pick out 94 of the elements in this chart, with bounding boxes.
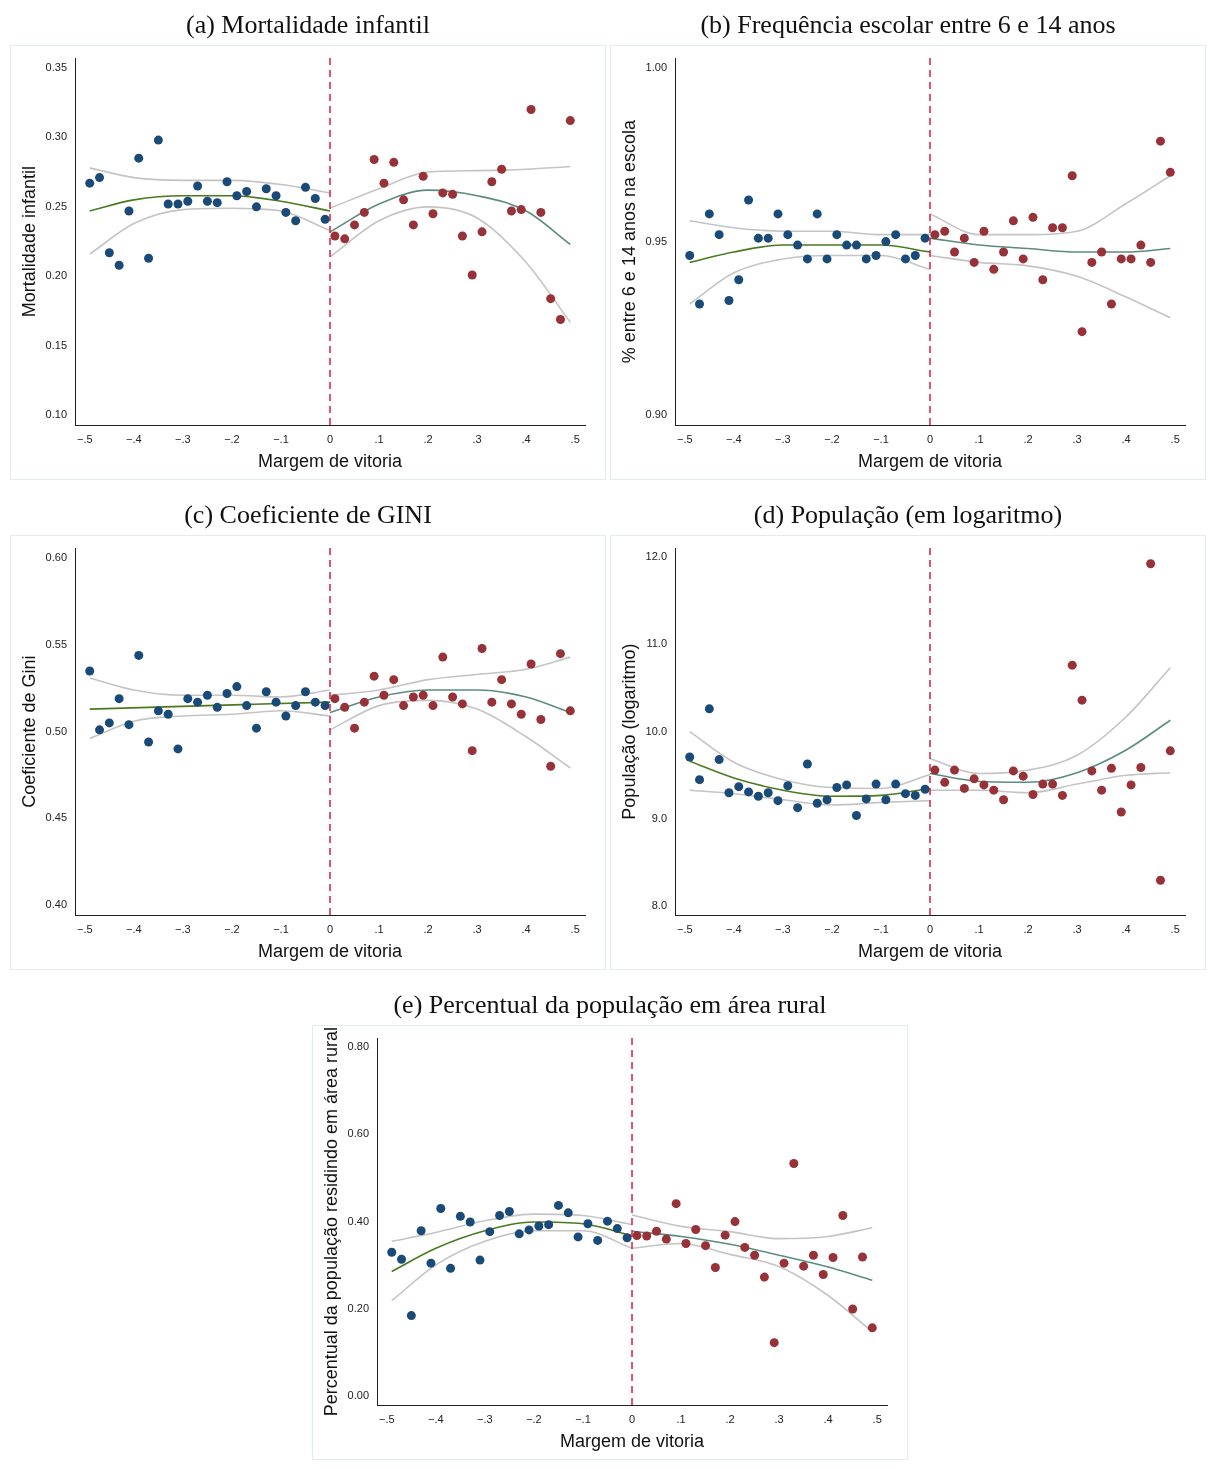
x-tick-label: .1 xyxy=(974,432,984,445)
x-tick-label: .3 xyxy=(1072,432,1082,445)
x-tick-label: .4 xyxy=(823,1412,833,1425)
y-axis-title: Coeficiente de Gini xyxy=(18,655,39,808)
y-tick-label: 0.90 xyxy=(645,407,668,420)
chart-title: (b) Frequência escolar entre 6 e 14 anos xyxy=(699,9,1117,41)
y-tick-label: 0.95 xyxy=(645,234,668,247)
x-tick-label: 0 xyxy=(926,432,934,445)
y-tick-label: 0.50 xyxy=(45,724,68,737)
x-tick-label: −.1 xyxy=(873,922,889,935)
x-tick-label: −.2 xyxy=(824,432,840,445)
x-tick-label: −.5 xyxy=(77,432,93,445)
y-tick-label: 0.60 xyxy=(45,551,68,564)
x-tick-label: .3 xyxy=(1072,922,1082,935)
chart-title: (c) Coeficiente de GINI xyxy=(183,499,433,531)
y-tick-label: 0.00 xyxy=(347,1389,370,1402)
x-tick-label: −.1 xyxy=(273,922,289,935)
x-tick-label: .4 xyxy=(1121,432,1131,445)
x-tick-label: −.4 xyxy=(126,922,142,935)
x-tick-label: 0 xyxy=(628,1412,636,1425)
x-axis-title: Margem de vitoria xyxy=(559,1431,706,1452)
y-tick-label: 0.25 xyxy=(45,199,68,212)
x-tick-label: −.5 xyxy=(677,432,693,445)
x-tick-label: −.3 xyxy=(175,922,191,935)
x-axis-title: Margem de vitoria xyxy=(257,451,404,472)
x-tick-label: −.1 xyxy=(873,432,889,445)
x-tick-label: .4 xyxy=(1121,922,1131,935)
x-tick-label: .5 xyxy=(1170,432,1180,445)
x-tick-label: −.2 xyxy=(526,1412,542,1425)
x-tick-label: .2 xyxy=(423,432,433,445)
x-tick-label: −.3 xyxy=(775,922,791,935)
x-tick-label: 0 xyxy=(926,922,934,935)
x-tick-label: .2 xyxy=(725,1412,735,1425)
x-tick-label: −.2 xyxy=(224,432,240,445)
y-axis-title: Mortalidade infantil xyxy=(18,166,39,318)
y-tick-label: 12.0 xyxy=(645,549,668,562)
y-tick-label: 9.0 xyxy=(651,812,668,825)
x-tick-label: .1 xyxy=(974,922,984,935)
x-tick-label: 0 xyxy=(326,922,334,935)
y-tick-label: 0.20 xyxy=(347,1302,370,1315)
x-axis-title: Margem de vitoria xyxy=(857,451,1004,472)
y-axis-title: % entre 6 e 14 anos na escola xyxy=(618,119,639,364)
y-tick-label: 0.55 xyxy=(45,638,68,651)
x-tick-label: −.5 xyxy=(379,1412,395,1425)
x-tick-label: .1 xyxy=(676,1412,686,1425)
chart-title: (a) Mortalidade infantil xyxy=(185,9,431,41)
x-tick-label: −.2 xyxy=(824,922,840,935)
x-tick-label: −.4 xyxy=(726,432,742,445)
x-tick-label: −.3 xyxy=(477,1412,493,1425)
x-axis-title: Margem de vitoria xyxy=(257,941,404,962)
x-tick-label: −.5 xyxy=(677,922,693,935)
x-tick-label: −.1 xyxy=(575,1412,591,1425)
chart-title: (e) Percentual da população em área rural xyxy=(392,989,828,1021)
y-tick-label: 0.35 xyxy=(45,60,68,73)
y-tick-label: 0.10 xyxy=(45,408,68,421)
y-axis-title: Percentual da população residindo em área rural xyxy=(320,1026,341,1417)
y-tick-label: 11.0 xyxy=(646,637,668,650)
y-tick-label: 10.0 xyxy=(645,724,668,737)
x-tick-label: −.4 xyxy=(428,1412,444,1425)
x-tick-label: .3 xyxy=(472,432,482,445)
y-tick-label: 8.0 xyxy=(651,899,668,912)
x-tick-label: .4 xyxy=(521,922,531,935)
x-tick-label: −.5 xyxy=(77,922,93,935)
x-axis-title: Margem de vitoria xyxy=(857,941,1004,962)
x-tick-label: .2 xyxy=(423,922,433,935)
y-tick-label: 0.40 xyxy=(45,897,68,910)
x-tick-label: −.3 xyxy=(175,432,191,445)
x-tick-label: .3 xyxy=(774,1412,784,1425)
x-tick-label: .5 xyxy=(1170,922,1180,935)
chart-title: (d) População (em logaritmo) xyxy=(752,499,1064,531)
y-tick-label: 0.30 xyxy=(45,130,68,143)
y-tick-label: 0.20 xyxy=(45,269,68,282)
y-tick-label: 0.80 xyxy=(347,1039,370,1052)
x-tick-label: −.4 xyxy=(126,432,142,445)
x-tick-label: −.2 xyxy=(224,922,240,935)
x-tick-label: .2 xyxy=(1023,432,1033,445)
y-tick-label: 0.60 xyxy=(347,1127,370,1140)
x-tick-label: .5 xyxy=(872,1412,882,1425)
x-tick-label: −.4 xyxy=(726,922,742,935)
x-tick-label: .3 xyxy=(472,922,482,935)
x-tick-label: .5 xyxy=(570,432,580,445)
x-tick-label: .5 xyxy=(570,922,580,935)
y-axis-title: População (logaritmo) xyxy=(618,643,639,820)
x-tick-label: 0 xyxy=(326,432,334,445)
x-tick-label: .1 xyxy=(374,922,384,935)
y-tick-label: 1.00 xyxy=(645,61,668,74)
x-tick-label: −.1 xyxy=(273,432,289,445)
x-tick-label: −.3 xyxy=(775,432,791,445)
x-tick-label: .2 xyxy=(1023,922,1033,935)
x-tick-label: .4 xyxy=(521,432,531,445)
y-tick-label: 0.45 xyxy=(45,811,68,824)
y-tick-label: 0.15 xyxy=(45,338,68,351)
y-tick-label: 0.40 xyxy=(347,1214,370,1227)
x-tick-label: .1 xyxy=(374,432,384,445)
